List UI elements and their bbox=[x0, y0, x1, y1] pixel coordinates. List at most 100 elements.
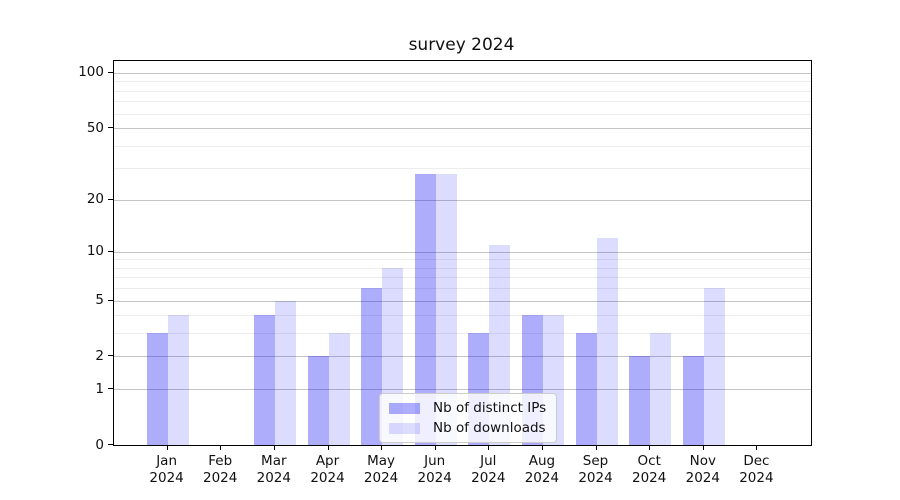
y-tick-10 bbox=[108, 250, 113, 252]
major-gridline-5 bbox=[114, 300, 811, 302]
bar-nb-of-downloads-oct bbox=[650, 333, 672, 445]
x-tick-line: Sep bbox=[582, 453, 609, 469]
minor-gridline-80 bbox=[114, 90, 811, 92]
x-tick-apr bbox=[327, 445, 329, 450]
legend-row-downloads: Nb of downloads bbox=[389, 420, 546, 436]
x-tick-line: Jan bbox=[156, 453, 177, 469]
minor-gridline-7 bbox=[114, 277, 811, 279]
bar-nb-of-distinct-ips-oct bbox=[629, 356, 651, 445]
x-tick-jul bbox=[488, 445, 490, 450]
y-tick-label-2: 2 bbox=[95, 347, 104, 364]
x-tick-jun bbox=[434, 445, 436, 450]
x-tick-line: 2024 bbox=[363, 470, 399, 486]
x-tick-feb bbox=[220, 445, 222, 450]
x-tick-label-mar: Mar 2024 bbox=[234, 453, 314, 487]
minor-gridline-60 bbox=[114, 113, 811, 115]
legend-row-distinct-ips: Nb of distinct IPs bbox=[389, 400, 546, 416]
bar-nb-of-downloads-jun bbox=[435, 173, 457, 445]
y-tick-2 bbox=[108, 355, 113, 357]
x-tick-mar bbox=[273, 445, 275, 450]
bar-nb-of-distinct-ips-apr bbox=[307, 356, 329, 445]
x-tick-line: 2024 bbox=[310, 470, 345, 486]
y-tick-0 bbox=[108, 444, 113, 445]
x-tick-line: 2024 bbox=[203, 470, 238, 486]
x-tick-line: Nov bbox=[689, 453, 716, 469]
x-tick-label-aug: Aug 2024 bbox=[502, 453, 582, 487]
minor-gridline-3 bbox=[114, 333, 811, 335]
minor-gridline-90 bbox=[114, 81, 811, 83]
legend-label-distinct-ips: Nb of distinct IPs bbox=[433, 400, 547, 416]
x-tick-line: 2024 bbox=[685, 470, 720, 486]
y-tick-label-20: 20 bbox=[86, 191, 104, 207]
major-gridline-50 bbox=[114, 128, 811, 129]
bar-nb-of-distinct-ips-mar bbox=[253, 315, 275, 445]
bar-nb-of-distinct-ips-jun bbox=[414, 173, 436, 445]
minor-gridline-4 bbox=[114, 315, 811, 317]
x-tick-label-jun: Jun 2024 bbox=[395, 453, 475, 487]
x-tick-nov bbox=[702, 445, 704, 450]
x-tick-line: 2024 bbox=[578, 470, 613, 486]
x-tick-label-dec: Dec 2024 bbox=[716, 453, 796, 487]
bar-nb-of-distinct-ips-nov bbox=[682, 356, 704, 445]
y-tick-label-10: 10 bbox=[86, 243, 104, 260]
x-tick-label-jul: Jul 2024 bbox=[448, 453, 528, 487]
x-tick-line: 2024 bbox=[256, 470, 291, 486]
y-tick-5 bbox=[108, 299, 113, 301]
legend-swatch-distinct-ips bbox=[389, 402, 420, 414]
y-tick-label-5: 5 bbox=[95, 292, 104, 308]
y-tick-label-0: 0 bbox=[95, 436, 104, 453]
bar-nb-of-downloads-jan bbox=[167, 315, 189, 445]
x-tick-line: 2024 bbox=[149, 470, 184, 486]
x-tick-line: Jun bbox=[424, 453, 446, 469]
x-tick-oct bbox=[649, 445, 651, 450]
y-tick-label-1: 1 bbox=[95, 380, 104, 397]
bar-nb-of-downloads-sep bbox=[596, 238, 618, 445]
bar-nb-of-downloads-mar bbox=[274, 300, 296, 445]
legend-swatch-downloads bbox=[389, 422, 420, 434]
x-tick-label-oct: Oct 2024 bbox=[609, 453, 689, 487]
y-tick-100 bbox=[108, 71, 113, 73]
minor-gridline-40 bbox=[114, 145, 811, 147]
x-tick-label-sep: Sep 2024 bbox=[556, 453, 636, 487]
legend: Nb of distinct IPs Nb of downloads bbox=[379, 393, 558, 443]
y-tick-label-100: 100 bbox=[78, 64, 104, 81]
minor-gridline-6 bbox=[114, 288, 811, 290]
x-tick-line: Apr bbox=[315, 453, 340, 469]
plot-area: Nb of distinct IPs Nb of downloads bbox=[113, 60, 812, 446]
minor-gridline-30 bbox=[114, 168, 811, 170]
x-tick-line: Feb bbox=[208, 453, 233, 469]
major-gridline-1 bbox=[114, 389, 811, 391]
x-tick-label-may: May 2024 bbox=[341, 453, 421, 487]
x-tick-line: Dec bbox=[743, 453, 770, 469]
x-tick-line: Mar bbox=[261, 453, 287, 469]
x-tick-line: May bbox=[367, 453, 396, 469]
y-tick-50 bbox=[108, 127, 113, 128]
x-tick-line: 2024 bbox=[524, 470, 560, 486]
major-gridline-100 bbox=[114, 72, 811, 74]
y-tick-1 bbox=[108, 388, 113, 390]
minor-gridline-70 bbox=[114, 101, 811, 103]
y-tick-20 bbox=[108, 198, 113, 200]
bar-nb-of-downloads-apr bbox=[328, 333, 350, 445]
x-tick-line: 2024 bbox=[417, 470, 452, 486]
major-gridline-20 bbox=[114, 199, 811, 201]
x-tick-line: Jul bbox=[480, 453, 497, 469]
x-tick-line: 2024 bbox=[632, 470, 667, 486]
x-tick-line: 2024 bbox=[739, 470, 774, 486]
bar-nb-of-distinct-ips-jan bbox=[146, 333, 168, 445]
x-tick-label-apr: Apr 2024 bbox=[288, 453, 368, 487]
minor-gridline-8 bbox=[114, 267, 811, 269]
x-tick-sep bbox=[595, 445, 597, 450]
y-tick-label-50: 50 bbox=[86, 119, 104, 136]
minor-gridline-9 bbox=[114, 259, 811, 261]
x-tick-jan bbox=[166, 445, 168, 450]
major-gridline-10 bbox=[114, 251, 811, 253]
legend-label-downloads: Nb of downloads bbox=[433, 420, 546, 436]
chart-title: survey 2024 bbox=[408, 35, 515, 55]
x-tick-label-feb: Feb 2024 bbox=[180, 453, 260, 487]
bar-nb-of-distinct-ips-sep bbox=[575, 333, 597, 445]
x-tick-line: Aug bbox=[528, 453, 556, 469]
x-tick-label-nov: Nov 2024 bbox=[663, 453, 743, 487]
x-tick-aug bbox=[541, 445, 543, 450]
